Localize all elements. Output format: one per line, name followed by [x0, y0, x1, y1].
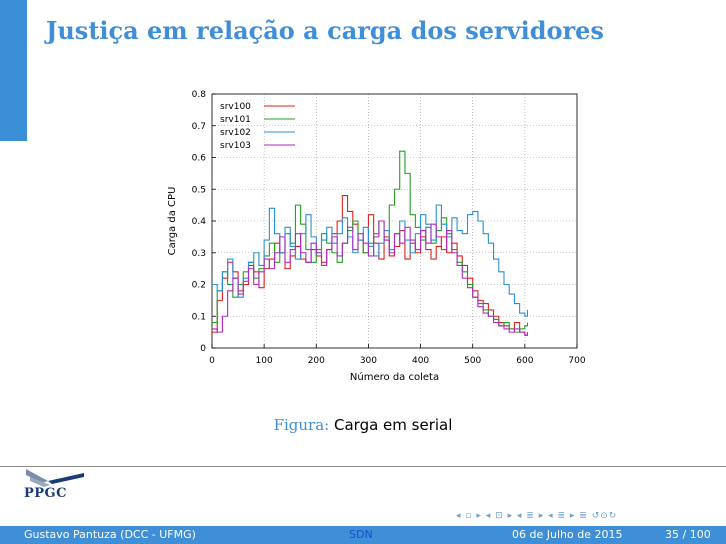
footer-divider: [0, 466, 726, 467]
y-tick-label: 0.7: [192, 122, 206, 132]
x-tick-label: 300: [360, 356, 377, 366]
series-line-srv102: [212, 204, 529, 317]
series-line-srv101: [212, 150, 529, 333]
legend-label-srv102: srv102: [220, 128, 251, 138]
y-tick-label: 0.5: [192, 185, 206, 195]
x-tick-label: 200: [308, 356, 325, 366]
y-tick-label: 0.6: [192, 154, 207, 164]
ppgc-logo-text: PPGC: [24, 486, 67, 501]
footer-bar: Gustavo Pantuza (DCC - UFMG) SDN 06 de J…: [0, 526, 726, 544]
y-axis-label: Carga da CPU: [167, 187, 178, 256]
x-axis-label: Número da coleta: [350, 371, 439, 383]
footer-short-title[interactable]: SDN: [349, 528, 373, 541]
y-tick-label: 0: [200, 344, 206, 354]
cpu-load-chart: 0 100 200 300 400 500 600 700 0 0.1 0.2 0.3 0.4 0.5 0.…: [167, 90, 586, 383]
nav-frame-icon[interactable]: ◂ ≣ ▸: [548, 511, 576, 521]
footer-date: 06 de Julho de 2015: [512, 528, 623, 541]
ppgc-logo: [26, 469, 84, 487]
footer-page-number: 35 / 100: [665, 528, 711, 541]
side-accent-bar: [0, 0, 27, 141]
slide-title: Justiça em relação a carga dos servidore…: [46, 16, 604, 45]
caption-text: Carga em serial: [334, 416, 453, 434]
y-tick-label: 0.8: [192, 90, 207, 100]
x-tick-label: 400: [412, 356, 429, 366]
legend-label-srv100: srv100: [220, 102, 251, 112]
legend-label-srv101: srv101: [220, 115, 251, 125]
y-tick-label: 0.3: [192, 249, 206, 259]
nav-section-icon[interactable]: ◂ ⊡ ▸: [485, 511, 514, 521]
x-tick-label: 100: [256, 356, 273, 366]
legend-label-srv103: srv103: [220, 141, 251, 151]
footer-author: Gustavo Pantuza (DCC - UFMG): [24, 528, 196, 541]
nav-subsection-icon[interactable]: ◂ ≣ ▸: [516, 511, 545, 521]
beamer-navigation: ◂ ▫ ▸ ◂ ⊡ ▸ ◂ ≣ ▸ ◂ ≣ ▸ ≣ ↺⊙↻: [456, 511, 617, 521]
y-tick-label: 0.1: [192, 312, 206, 322]
x-tick-label: 500: [464, 356, 481, 366]
series-line-srv103: [212, 220, 529, 336]
y-tick-label: 0.4: [192, 217, 207, 227]
x-tick-label: 0: [209, 356, 215, 366]
x-tick-label: 700: [568, 356, 585, 366]
caption-label: Figura:: [273, 416, 330, 434]
figure-caption: Figura: Carga em serial: [0, 416, 726, 434]
nav-first-icon[interactable]: ◂ ▫ ▸: [456, 511, 482, 521]
x-tick-label: 600: [516, 356, 533, 366]
y-tick-label: 0.2: [192, 281, 206, 291]
nav-search-icon[interactable]: ≣ ↺⊙↻: [579, 511, 618, 521]
